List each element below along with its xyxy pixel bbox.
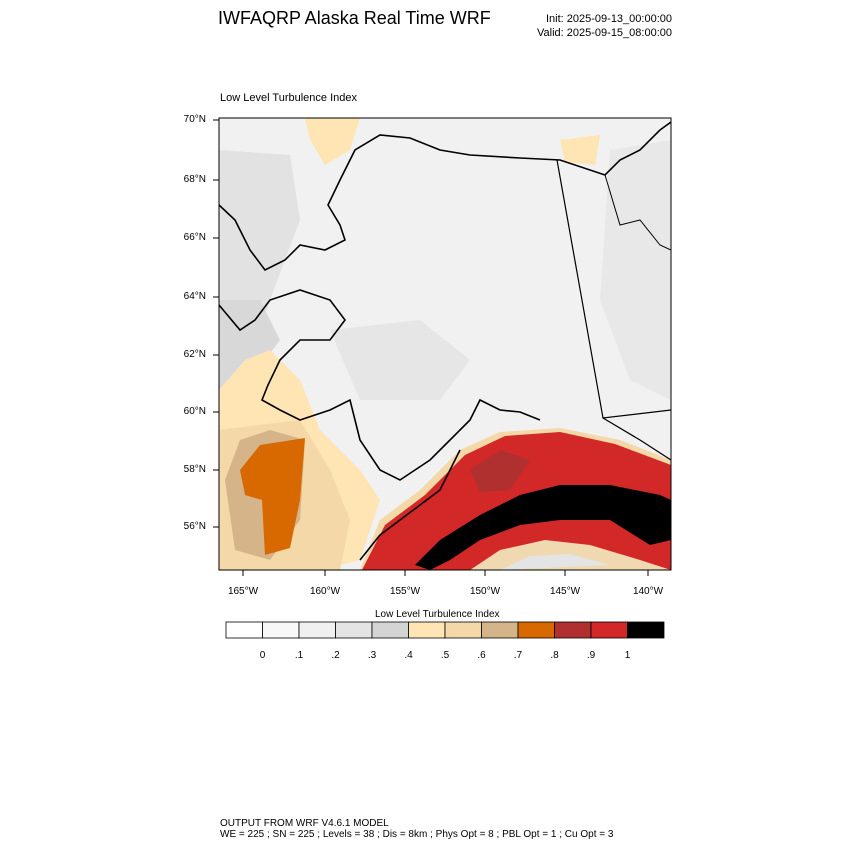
lat-tick-label: 58°N — [183, 464, 206, 475]
page-title: IWFAQRP Alaska Real Time WRF — [218, 8, 491, 28]
valid-time: Valid: 2025-09-15_08:00:00 — [537, 27, 672, 39]
field-tan-north-b — [560, 135, 600, 165]
footer-config-line: WE = 225 ; SN = 225 ; Levels = 38 ; Dis … — [220, 829, 614, 840]
plot-field-label: Low Level Turbulence Index — [220, 92, 357, 104]
colorbar-swatch — [517, 621, 555, 639]
colorbar-tick-label: .5 — [440, 650, 450, 661]
colorbar-tick-label: .6 — [477, 650, 486, 661]
field-darkred-gulf — [470, 450, 530, 492]
colorbar-swatch — [408, 621, 446, 639]
coastline-west-south — [219, 289, 541, 481]
colorbar-swatch — [371, 621, 409, 639]
field-black-gulf — [415, 485, 671, 570]
colorbar-swatch — [444, 621, 482, 639]
lat-tick-label: 68°N — [183, 174, 206, 185]
field-grey-east — [600, 140, 671, 400]
colorbar-title: Low Level Turbulence Index — [375, 609, 500, 620]
footer-model-line: OUTPUT FROM WRF V4.6.1 MODEL — [220, 818, 389, 829]
lon-ticks — [242, 570, 649, 576]
colorbar-swatch — [262, 621, 300, 639]
lon-tick-label: 160°W — [309, 586, 341, 597]
colorbar-tick-label: .1 — [294, 650, 304, 661]
field-grey-interior — [330, 320, 470, 400]
colorbar-swatch — [590, 621, 628, 639]
colorbar-tick-label: .3 — [367, 650, 377, 661]
lat-tick-label: 70°N — [183, 114, 206, 125]
colorbar-tick-label: .8 — [550, 650, 559, 661]
coastline-north — [219, 121, 671, 272]
colorbar — [225, 621, 665, 639]
colorbar-swatch — [298, 621, 336, 639]
lon-tick-label: 140°W — [632, 586, 664, 597]
field-grey-gulf-south — [500, 554, 610, 570]
colorbar-tick-label: .9 — [586, 650, 596, 661]
init-time: Init: 2025-09-13_00:00:00 — [546, 13, 672, 25]
colorbar-tick-label: .2 — [331, 650, 340, 661]
map-frame — [218, 117, 672, 571]
colorbar-tick-label: 0 — [259, 650, 266, 661]
colorbar-swatch — [481, 621, 519, 639]
border-panhandle — [602, 417, 671, 461]
lon-tick-label: 165°W — [227, 586, 259, 597]
colorbar-swatch — [627, 621, 665, 639]
colorbar-swatch — [554, 621, 592, 639]
colorbar-tick-label: .4 — [404, 650, 413, 661]
colorbar-tick-label: 1 — [624, 650, 631, 661]
colorbar-swatch — [225, 621, 263, 639]
colorbar-tick-label: .7 — [513, 650, 523, 661]
colorbar-swatch — [335, 621, 373, 639]
map-field — [219, 118, 671, 570]
lat-tick-label: 56°N — [183, 521, 206, 532]
field-orange-southwest — [240, 438, 305, 555]
lat-tick-label: 62°N — [183, 349, 206, 360]
lat-tick-label: 66°N — [183, 232, 206, 243]
coastline-peninsula — [359, 449, 461, 561]
border-yukon — [604, 174, 671, 251]
lon-tick-label: 145°W — [549, 586, 581, 597]
lat-ticks — [213, 119, 219, 528]
lon-tick-label: 155°W — [389, 586, 421, 597]
field-tan-north-a — [305, 118, 360, 165]
lat-tick-label: 64°N — [183, 291, 206, 302]
lon-tick-label: 150°W — [469, 586, 501, 597]
lat-tick-label: 60°N — [183, 406, 206, 417]
